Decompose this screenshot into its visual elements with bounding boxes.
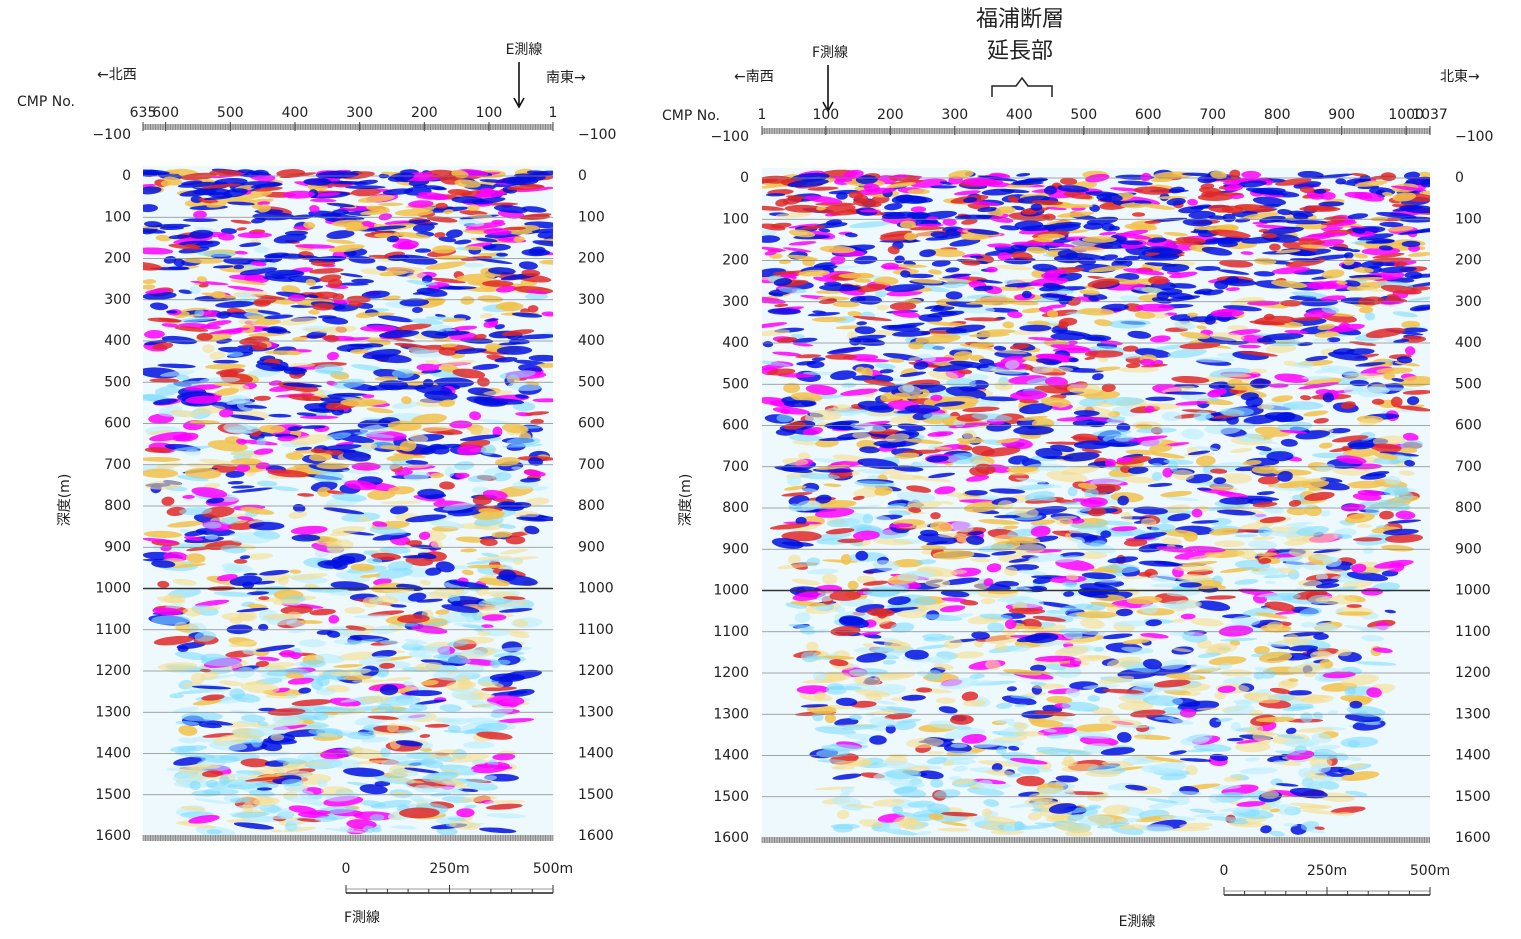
y-tick-label: 800 [578,498,605,514]
reflector [506,536,526,545]
reflector [1286,220,1327,224]
reflector [346,732,375,740]
y-tick-label: 0 [578,168,587,184]
reflector [1019,325,1051,332]
reflector [234,559,247,564]
y-tick-label: 1300 [95,704,131,720]
y-tick-label: 700 [578,457,605,473]
y-tick-label: 600 [104,416,131,432]
reflector [205,534,218,540]
direction: 北東→ [1440,69,1480,85]
reflector [831,824,860,829]
axis-label: 深度(m) [678,474,694,527]
cmp-label: CMP No. [662,108,720,124]
arrow [823,65,833,111]
y-tick-label: 1400 [95,746,131,762]
reflector [987,622,1004,632]
y-tick-label: 1600 [95,828,131,844]
reflector [1068,358,1078,363]
y-tick-label: 900 [578,539,605,555]
annotation: 福浦断層 [976,7,1064,32]
y-tick-label: 300 [104,292,131,308]
y-tick-label: 0 [122,168,131,184]
line-name: F測線 [344,910,380,926]
y-tick-label: 600 [578,416,605,432]
reflector [340,398,381,407]
y-tick-label: 400 [104,333,131,349]
bracket [992,78,1052,97]
y-tick-label: 1300 [578,704,614,720]
reflector [1335,178,1346,184]
y-tick-label: 500 [104,374,131,390]
reflector [396,730,416,734]
y-tick-label: 1000 [95,581,131,597]
y-tick-label: 100 [104,209,131,225]
y-tick-label: 1200 [578,663,614,679]
reflector [998,500,1014,510]
reflector [994,643,1007,651]
reflector [291,534,320,541]
annotation: 延長部 [987,39,1053,64]
direction: ←南西 [734,69,774,85]
direction: 南東→ [546,70,586,86]
reflector [1219,497,1253,505]
reflector [923,413,952,420]
y-tick-label: 1100 [578,622,614,638]
cmp-label: CMP No. [17,94,75,110]
y-tick-label: 700 [104,457,131,473]
reflector [1349,701,1362,709]
axis-label: 深度(m) [57,474,73,527]
y-tick-label: 400 [578,333,605,349]
reflector [151,615,190,625]
y-tick-label: −100 [578,127,616,143]
y-tick-label: 1600 [578,828,614,844]
reflector [258,596,269,600]
cross-line: F測線 [812,45,848,61]
y-tick-label: 1000 [578,581,614,597]
y-tick-label: 200 [578,251,605,267]
reflector [249,522,284,530]
reflector [197,333,213,341]
y-tick-label: −100 [93,127,131,143]
y-tick-label: 1200 [95,663,131,679]
direction: ←北西 [97,67,137,83]
cross-line: E測線 [506,42,543,58]
reflector [362,394,374,398]
y-tick-label: 1500 [578,787,614,803]
reflector [776,414,792,422]
y-tick-label: 200 [104,251,131,267]
y-tick-label: 500 [578,374,605,390]
y-tick-label: 1500 [95,787,131,803]
y-tick-label: 800 [104,498,131,514]
seismic-texture [127,166,566,839]
reflector [525,293,548,299]
arrow [514,62,524,107]
y-tick-label: 300 [578,292,605,308]
line-name: E測線 [1119,914,1156,930]
seismic-texture [747,168,1447,838]
reflector [351,462,380,470]
reflector [1314,189,1327,194]
y-tick-label: 100 [578,209,605,225]
y-tick-label: 1400 [578,746,614,762]
reflector [904,233,917,241]
y-tick-label: 900 [104,539,131,555]
y-tick-label: 1100 [95,622,131,638]
reflector [252,212,294,220]
